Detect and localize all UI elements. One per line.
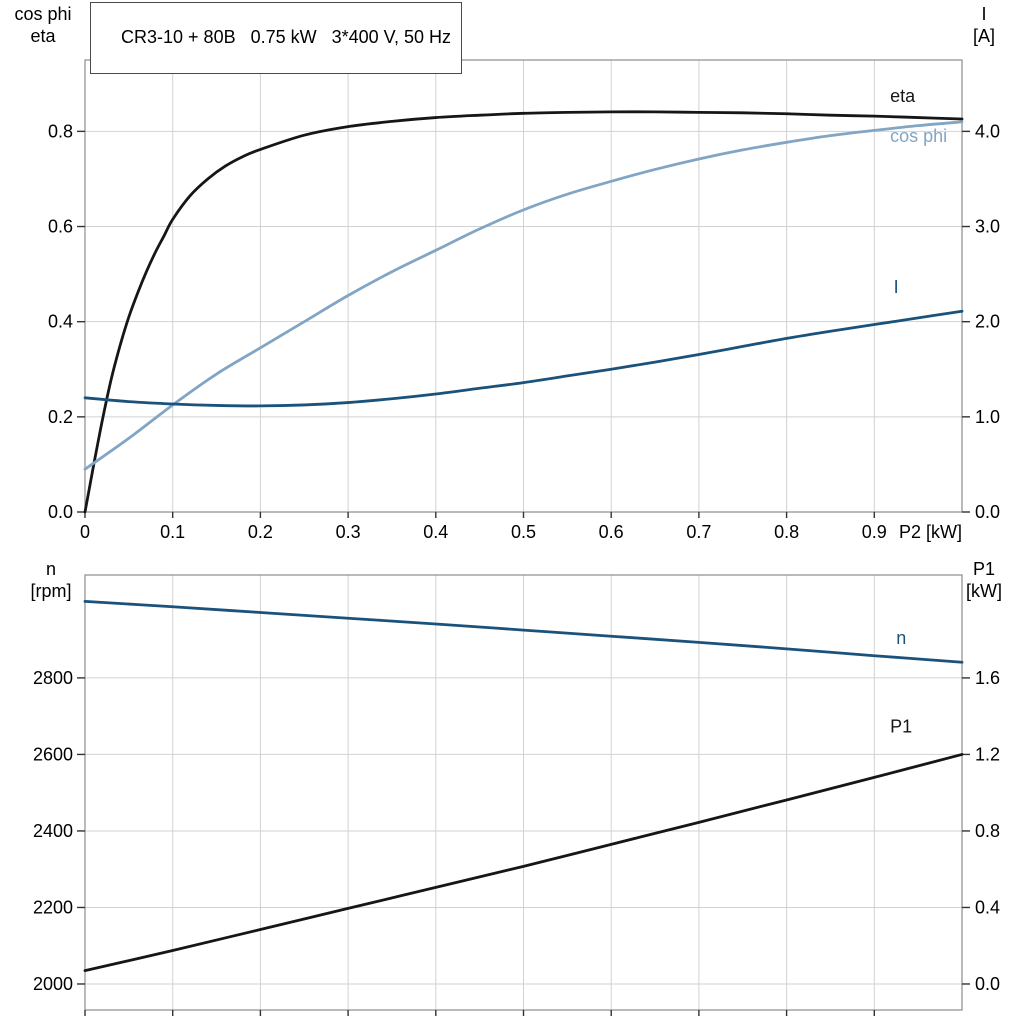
left-tick-label: 2000 xyxy=(33,974,73,994)
axis-label-speed-unit: [rpm] xyxy=(30,581,72,601)
axis-label-cos-phi: cos phi xyxy=(14,4,72,24)
x-tick-label: 0.4 xyxy=(423,522,448,542)
curve-eta xyxy=(83,110,964,514)
left-tick-label: 2200 xyxy=(33,897,73,917)
left-tick-label: 0.4 xyxy=(48,312,73,332)
axis-label-eta: eta xyxy=(30,26,56,46)
right-tick-label: 1.6 xyxy=(975,668,1000,688)
upper-right-axis-label: I [A] xyxy=(952,3,1016,47)
x-tick-label: 0.1 xyxy=(160,522,185,542)
x-tick-label: 0.7 xyxy=(686,522,711,542)
lower-left-axis-label: n [rpm] xyxy=(14,558,88,602)
right-tick-label: 0.0 xyxy=(975,974,1000,994)
upper-panel-plot: 0.0 0.2 0.4 0.6 0.8 0.0 1.0 2.0 3.0 4.0 0 0.1 0.2 0.3… xyxy=(48,59,1000,542)
curve-I xyxy=(83,309,964,408)
x-tick-label: 0.3 xyxy=(336,522,361,542)
left-tick-label: 2400 xyxy=(33,821,73,841)
right-tick-label: 1.0 xyxy=(975,407,1000,427)
axis-label-speed: n xyxy=(45,559,56,579)
x-tick-label: 0.2 xyxy=(248,522,273,542)
axis-label-current-unit: [A] xyxy=(972,26,995,46)
left-tick-label: 0.0 xyxy=(48,502,73,522)
left-tick-label: 0.6 xyxy=(48,217,73,237)
x-axis-end-label: P2 [kW] xyxy=(899,522,962,542)
tick-labels: 2000 2200 2400 2600 2800 0.0 0.4 0.8 1.2 1.6 xyxy=(33,668,1000,994)
left-tick-label: 0.8 xyxy=(48,121,73,141)
curve-label-I: I xyxy=(894,277,899,297)
lower-panel-plot: 2000 2200 2400 2600 2800 0.0 0.4 0.8 1.2 1.6 n P1 xyxy=(33,574,1000,1016)
curve-label-n: n xyxy=(896,628,906,648)
curve-P1 xyxy=(83,753,964,972)
x-tick-label: 0.8 xyxy=(774,522,799,542)
x-tick-label: 0.9 xyxy=(862,522,887,542)
right-tick-label: 4.0 xyxy=(975,121,1000,141)
curve-n xyxy=(83,600,964,664)
curve-label-P1: P1 xyxy=(890,716,912,736)
right-tick-label: 0.8 xyxy=(975,821,1000,841)
right-tick-label: 0.0 xyxy=(975,502,1000,522)
lower-right-axis-label: P1 [kW] xyxy=(950,558,1018,602)
axis-label-p1: P1 xyxy=(972,559,996,579)
tick-marks xyxy=(77,677,970,1016)
chart-title: CR3-10 + 80B 0.75 kW 3*400 V, 50 Hz xyxy=(121,27,452,47)
x-tick-label: 0.6 xyxy=(599,522,624,542)
right-tick-label: 2.0 xyxy=(975,312,1000,332)
curve-cos-phi xyxy=(83,120,964,471)
left-tick-label: 2600 xyxy=(33,744,73,764)
x-tick-label: 0.5 xyxy=(511,522,536,542)
axis-label-current: I xyxy=(981,4,987,24)
gridlines xyxy=(84,60,963,513)
right-tick-label: 3.0 xyxy=(975,217,1000,237)
left-tick-label: 2800 xyxy=(33,668,73,688)
left-tick-label: 0.2 xyxy=(48,407,73,427)
tick-labels: 0.0 0.2 0.4 0.6 0.8 0.0 1.0 2.0 3.0 4.0 0 0.1 0.2 0.3… xyxy=(48,121,1000,542)
right-tick-label: 0.4 xyxy=(975,897,1000,917)
curve-label-eta: eta xyxy=(890,86,916,106)
chart-title-box: CR3-10 + 80B 0.75 kW 3*400 V, 50 Hz xyxy=(90,2,463,74)
x-tick-label: 0 xyxy=(80,522,90,542)
gridlines xyxy=(84,575,963,1010)
right-tick-label: 1.2 xyxy=(975,744,1000,764)
upper-left-axis-label: cos phi eta xyxy=(6,3,80,47)
curve-label-cos-phi: cos phi xyxy=(890,126,947,146)
axis-label-p1-unit: [kW] xyxy=(966,581,1002,601)
